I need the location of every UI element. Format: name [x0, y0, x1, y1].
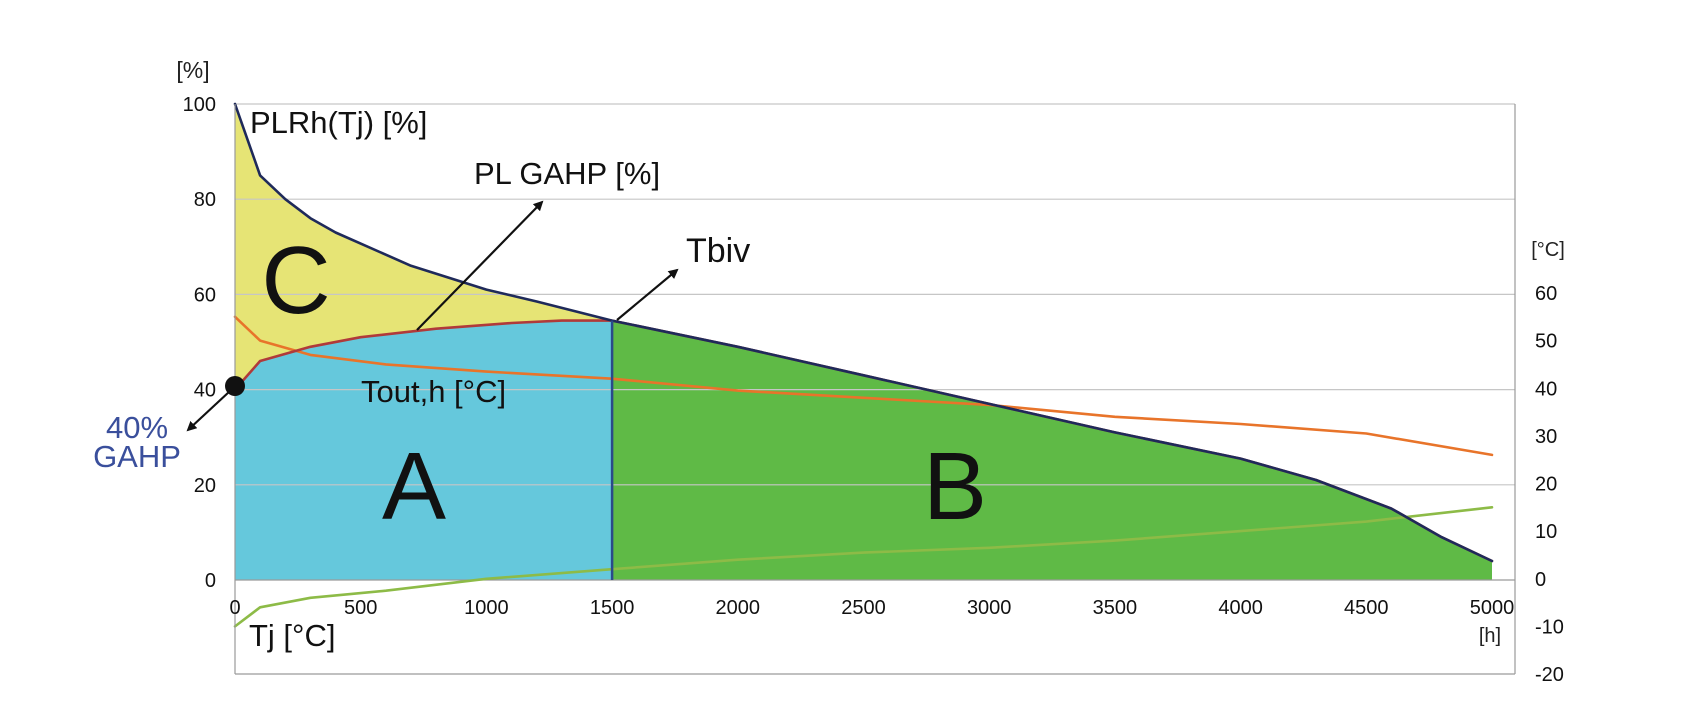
y-left-unit: [%] — [176, 57, 209, 83]
region-c-fill — [235, 104, 613, 390]
y-right-tick-label: 50 — [1535, 331, 1557, 353]
y-right-tick-label: 20 — [1535, 474, 1557, 496]
series-line — [233, 506, 1494, 628]
tj-label: Tj [°C] — [249, 618, 335, 653]
x-tick-label: 5000 — [1470, 597, 1515, 619]
x-tick-label: 3500 — [1093, 597, 1138, 619]
region-label-c: C — [261, 227, 330, 334]
region-label-b: B — [923, 433, 987, 540]
region-b-fill — [612, 320, 1492, 580]
x-tick-label: 1500 — [590, 597, 635, 619]
tbiv-label: Tbiv — [686, 232, 750, 270]
region-a-fill — [235, 320, 613, 580]
gahp-40-arrow — [186, 390, 231, 432]
y-right-tick-label: 10 — [1535, 521, 1557, 543]
y-right-tick-label: 60 — [1535, 283, 1557, 305]
y-left-tick-label: 0 — [205, 570, 216, 592]
y-left-tick-label: 20 — [194, 475, 216, 497]
y-left-tick-label: 100 — [183, 94, 216, 116]
y-right-unit: [°C] — [1531, 239, 1565, 261]
x-tick-label: 1000 — [464, 597, 509, 619]
pl-gahp-arrow — [416, 200, 544, 331]
x-tick-label: 4000 — [1218, 597, 1263, 619]
gahp-40-marker — [225, 376, 245, 396]
x-tick-label: 500 — [344, 597, 377, 619]
y-right-tick-label: -10 — [1535, 616, 1564, 638]
x-tick-label: 2000 — [716, 597, 761, 619]
y-left-tick-label: 80 — [194, 189, 216, 211]
x-tick-label: 4500 — [1344, 597, 1389, 619]
series-line — [233, 315, 1494, 457]
tout-label: Tout,h [°C] — [361, 374, 506, 409]
x-tick-label: 0 — [229, 597, 240, 619]
x-tick-label: 2500 — [841, 597, 886, 619]
tbiv-arrow — [616, 268, 679, 321]
y-right-tick-label: 0 — [1535, 569, 1546, 591]
series-line — [233, 102, 1494, 563]
region-label-a: A — [382, 433, 446, 540]
gahp-40-percent-label: 40% — [106, 410, 168, 445]
y-left-tick-label: 40 — [194, 380, 216, 402]
y-right-tick-label: 30 — [1535, 426, 1557, 448]
x-axis-unit: [h] — [1479, 625, 1501, 647]
y-left-tick-label: 60 — [194, 284, 216, 306]
x-tick-label: 3000 — [967, 597, 1012, 619]
pl-gahp-label: PL GAHP [%] — [474, 156, 660, 191]
gahp-40-gahp-label: GAHP — [93, 439, 181, 474]
y-right-tick-label: -20 — [1535, 664, 1564, 686]
plrh-label: PLRh(Tj) [%] — [250, 105, 427, 140]
y-right-tick-label: 40 — [1535, 378, 1557, 400]
